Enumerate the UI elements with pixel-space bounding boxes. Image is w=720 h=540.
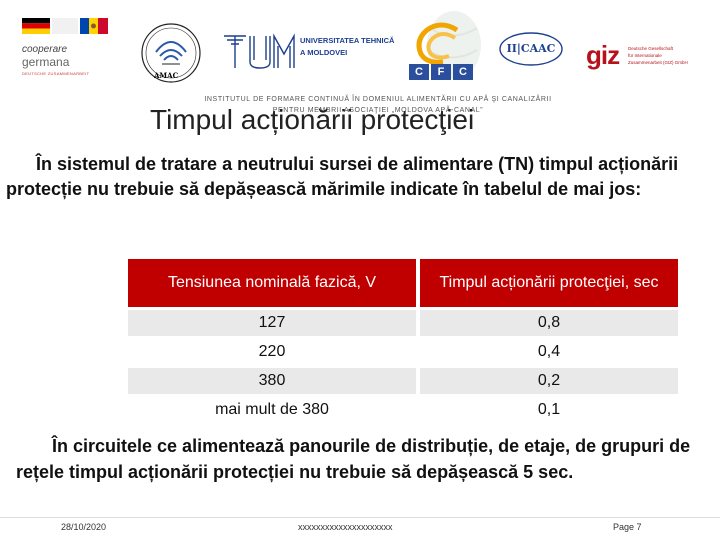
table-row: 127 0,8 [128, 310, 678, 336]
giz-sub-3: Zusammenarbeit (GIZ) GmbH [628, 60, 688, 65]
cfc-letter-c2: C [453, 64, 473, 80]
slide-title: Timpul acționării protecţiei [150, 104, 475, 135]
giz-sub-2: für Internationale [628, 53, 662, 58]
amac-label: AMAC [154, 71, 179, 80]
flags-icon [22, 18, 108, 34]
utm-line-2: A MOLDOVEI [300, 48, 348, 57]
giz-logo: giz Deutsche Gesellschaft für Internatio… [586, 40, 698, 80]
table-row: 220 0,4 [128, 339, 678, 365]
table-header-row: Tensiunea nominală fazică, V Timpul acți… [128, 259, 678, 307]
footer-placeholder: xxxxxxxxxxxxxxxxxxxxx [298, 522, 393, 532]
cooperare-germana-logo: cooperare germana DEUTSCHE ZUSAMMENARBEI… [18, 14, 113, 76]
institute-line-2: PENTRU MEMBRII ASOCIAŢIEI „MOLDOVA APĂ-C… [272, 107, 484, 114]
institute-banner: INSTITUTUL DE FORMARE CONTINUĂ ÎN DOMENI… [178, 94, 578, 116]
deutsche-zusammenarbeit-text: DEUTSCHE ZUSAMMENARBEIT [22, 71, 90, 76]
table-row: mai mult de 380 0,1 [128, 397, 678, 423]
cell-voltage: 380 [128, 368, 416, 394]
iicaac-logo: II|CAAC [498, 31, 564, 67]
header-time: Timpul acționării protecţiei, sec [420, 259, 678, 307]
cfc-swirl-icon [416, 22, 459, 65]
logo-strip: cooperare germana DEUTSCHE ZUSAMMENARBEI… [0, 0, 720, 92]
cfc-letter-f: F [431, 64, 451, 80]
cell-voltage: 220 [128, 339, 416, 365]
cell-time: 0,1 [420, 397, 678, 423]
footer-date: 28/10/2020 [61, 522, 107, 532]
amac-logo: AMAC [140, 22, 202, 84]
table-row: 380 0,2 [128, 368, 678, 394]
giz-sub-1: Deutsche Gesellschaft [628, 46, 674, 51]
footer-page-number: Page 7 [613, 522, 642, 532]
utm-line-1: UNIVERSITATEA TEHNICĂ [300, 36, 395, 45]
amac-emblem-icon [141, 23, 201, 83]
iicaac-oval-icon [499, 32, 563, 66]
iicaac-label: II|CAAC [506, 42, 556, 55]
institute-line-1: INSTITUTUL DE FORMARE CONTINUĂ ÎN DOMENI… [204, 96, 552, 103]
utm-mark-icon [224, 33, 295, 69]
header-voltage: Tensiunea nominală fazică, V [128, 259, 416, 307]
utm-logo: UNIVERSITATEA TEHNICĂ A MOLDOVEI [222, 30, 397, 74]
cell-time: 0,4 [420, 339, 678, 365]
giz-mark: giz [586, 40, 620, 70]
cell-voltage: 127 [128, 310, 416, 336]
footer-divider [0, 517, 720, 518]
germana-text: germana [22, 55, 70, 69]
cfc-letter-c1: C [409, 64, 429, 80]
cell-voltage: mai mult de 380 [128, 397, 416, 423]
protection-time-table: Tensiunea nominală fazică, V Timpul acți… [128, 259, 678, 423]
cell-time: 0,2 [420, 368, 678, 394]
outro-paragraph: În circuitele ce alimentează panourile d… [16, 436, 691, 482]
cell-time: 0,8 [420, 310, 678, 336]
cooperare-text: cooperare [22, 44, 68, 55]
intro-paragraph: În sistemul de tratare a neutrului surse… [6, 154, 679, 199]
cfc-logo: C F C [407, 22, 475, 82]
